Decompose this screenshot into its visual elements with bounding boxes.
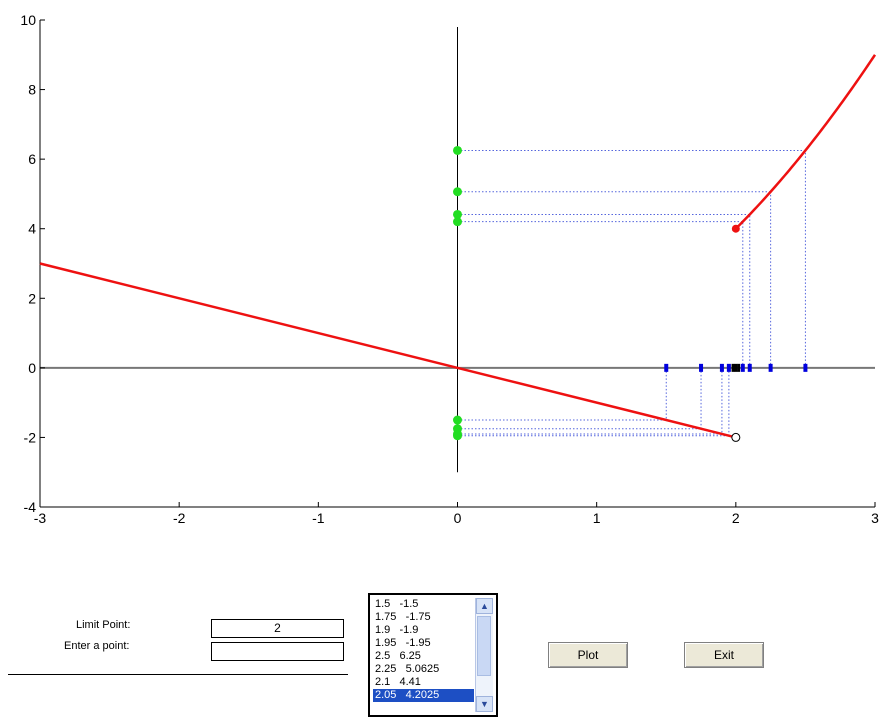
x-tick-label: -1 <box>312 510 325 526</box>
exit-button[interactable]: Exit <box>684 642 764 668</box>
list-item[interactable]: 1.5 -1.5 <box>375 598 419 610</box>
x-tick-label: 3 <box>871 510 879 526</box>
list-item[interactable]: 2.25 5.0625 <box>375 663 440 675</box>
y-tick-label: 6 <box>28 151 36 167</box>
y-tick-label: -2 <box>24 429 37 445</box>
right-piece-curve <box>734 54 877 230</box>
list-item[interactable]: 1.9 -1.9 <box>375 624 419 636</box>
y-tick-label: -4 <box>24 499 37 515</box>
panel-divider <box>8 674 348 675</box>
y-axis-point <box>453 145 462 155</box>
listbox-scrollbar[interactable]: ▲ ▼ <box>475 598 493 712</box>
y-tick-label: 4 <box>28 221 36 237</box>
plot-button[interactable]: Plot <box>548 642 628 668</box>
x-axis-point <box>664 363 669 372</box>
tick-labels: -3 -2 -1 0 1 2 3 -4 -2 0 2 4 6 8 10 <box>20 12 879 526</box>
function-plot: -3 -2 -1 0 1 2 3 -4 -2 0 2 4 6 8 10 <box>20 12 879 526</box>
limit-point-label: Limit Point: <box>76 619 131 631</box>
x-axis-point <box>740 363 745 372</box>
list-item[interactable]: 2.1 4.41 <box>375 676 421 688</box>
y-tick-label: 0 <box>28 360 36 376</box>
y-axis-point <box>453 209 462 219</box>
y-axis-point <box>453 431 462 441</box>
limit-mark <box>731 363 735 372</box>
values-list: 1.5 -1.5 1.75 -1.75 1.9 -1.9 1.95 -1.95 2.5 … <box>373 598 474 712</box>
x-axis-point <box>768 363 773 372</box>
list-item[interactable]: 2.5 6.25 <box>375 650 421 662</box>
x-tick-label: 0 <box>454 510 462 526</box>
y-tick-label: 8 <box>28 82 36 98</box>
list-item[interactable]: 2.05 4.2025 <box>373 689 474 702</box>
limit-mark <box>734 363 738 372</box>
guide-lines <box>457 149 806 437</box>
y-tick-label: 10 <box>20 12 36 28</box>
enter-point-label: Enter a point: <box>64 640 130 652</box>
x-axis-point <box>719 363 724 372</box>
marker-group <box>453 145 808 442</box>
y-tick-label: 2 <box>28 290 36 306</box>
scroll-up-icon[interactable]: ▲ <box>476 598 493 614</box>
y-axis-point <box>453 217 462 227</box>
scroll-thumb[interactable] <box>477 616 491 676</box>
x-tick-label: -3 <box>34 510 47 526</box>
list-item[interactable]: 1.95 -1.95 <box>375 637 431 649</box>
values-listbox[interactable]: 1.5 -1.5 1.75 -1.75 1.9 -1.9 1.95 -1.95 2.5 … <box>368 593 498 717</box>
scroll-down-icon[interactable]: ▼ <box>476 696 493 712</box>
y-axis-point <box>453 415 462 425</box>
x-tick-label: 2 <box>732 510 740 526</box>
limit-mark <box>737 363 741 372</box>
closed-endpoint <box>731 224 740 233</box>
x-axis-point <box>803 363 808 372</box>
x-axis-point <box>699 363 704 372</box>
y-axis-point <box>453 187 462 197</box>
enter-point-field[interactable] <box>211 642 344 661</box>
limit-point-field[interactable]: 2 <box>211 619 344 638</box>
left-piece-line <box>39 262 737 439</box>
open-endpoint <box>731 432 741 442</box>
x-tick-label: -2 <box>173 510 186 526</box>
x-axis-point <box>747 363 752 372</box>
x-axis-point <box>726 363 731 372</box>
x-tick-label: 1 <box>593 510 601 526</box>
list-item[interactable]: 1.75 -1.75 <box>375 611 431 623</box>
curve-group <box>39 54 877 439</box>
